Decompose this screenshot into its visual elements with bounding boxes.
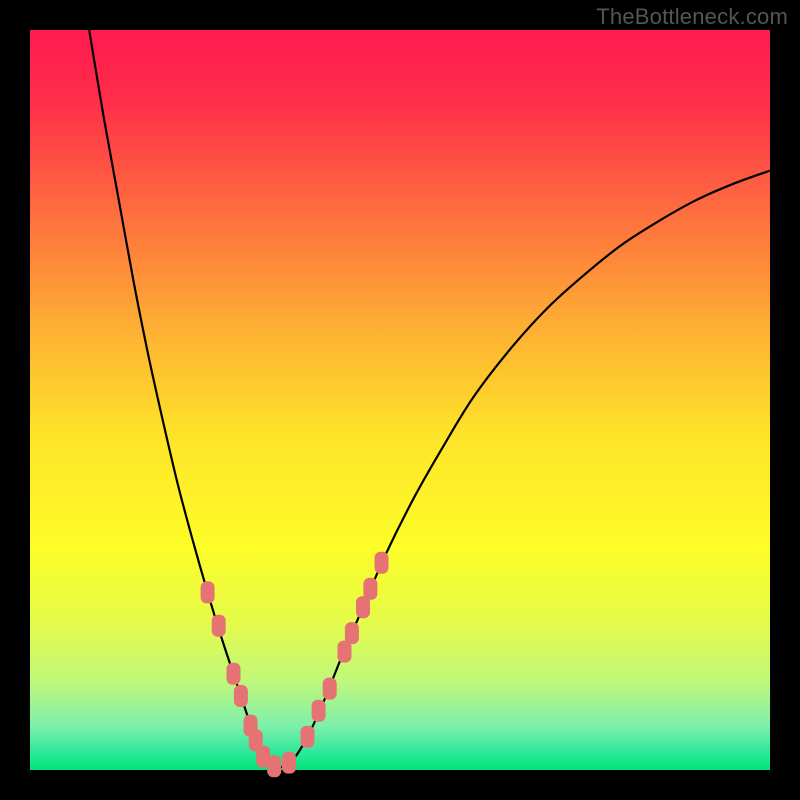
plot-background [30,30,770,770]
data-marker [312,700,326,722]
data-marker [267,755,281,777]
data-marker [345,622,359,644]
data-marker [201,581,215,603]
chart-container: TheBottleneck.com [0,0,800,800]
watermark-text: TheBottleneck.com [596,4,788,30]
data-marker [234,685,248,707]
data-marker [375,552,389,574]
data-marker [212,615,226,637]
data-marker [301,726,315,748]
data-marker [323,678,337,700]
data-marker [363,578,377,600]
bottleneck-chart [0,0,800,800]
data-marker [282,752,296,774]
data-marker [227,663,241,685]
